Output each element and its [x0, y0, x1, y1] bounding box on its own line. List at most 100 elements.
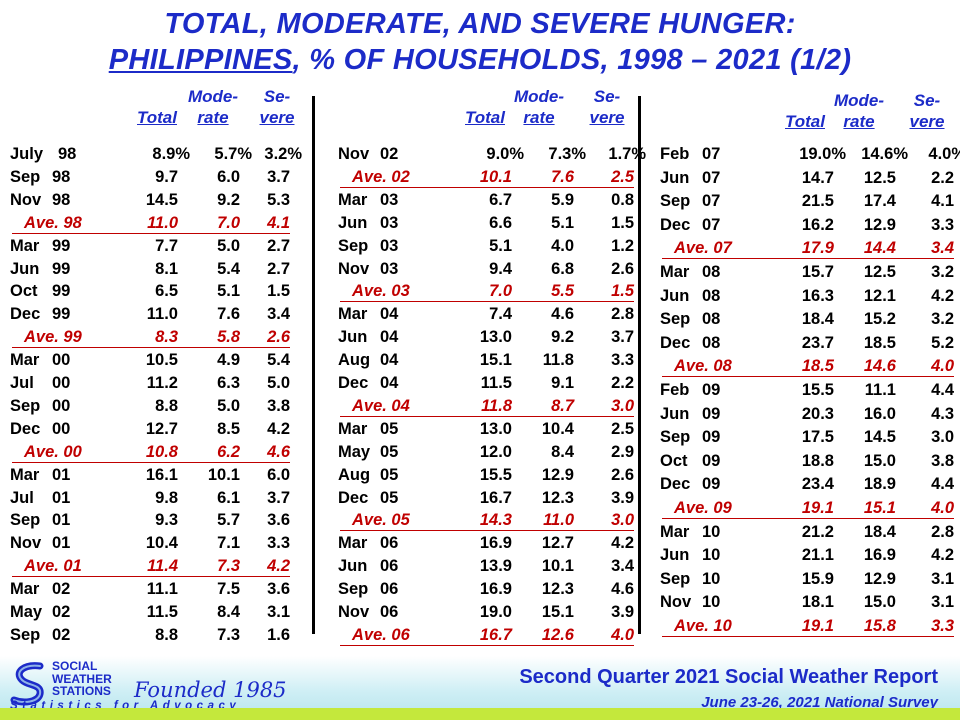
moderate-value: 5.9: [551, 190, 574, 209]
table-row: Sep 02 8.8 7.3 1.6: [10, 626, 294, 647]
severe-value: 2.6: [611, 259, 634, 278]
moderate-value: 14.6: [863, 357, 896, 376]
header-severe: Se-vere: [250, 86, 304, 128]
table-row: Mar 01 16.1 10.1 6.0: [10, 466, 294, 487]
month-label: Dec: [338, 488, 369, 507]
month-label: Dec: [10, 419, 41, 438]
severe-value: 3.2%: [264, 145, 302, 163]
severe-value: 3.1: [931, 593, 954, 612]
moderate-value: 7.1: [217, 534, 240, 553]
logo-line: STATIONS: [52, 684, 111, 698]
severe-value: 5.3: [267, 190, 290, 209]
moderate-value: 12.9: [541, 465, 574, 484]
moderate-value: 7.3: [217, 557, 240, 576]
table-row: Sep 09 17.5 14.5 3.0: [660, 428, 958, 449]
month-label: Mar: [10, 236, 40, 255]
page-title-line2: PHILIPPINES, % OF HOUSEHOLDS, 1998 – 202…: [0, 44, 960, 77]
severe-value: 5.0: [267, 374, 290, 392]
severe-value: 4.2: [267, 557, 290, 576]
total-value: 8.9%: [152, 145, 190, 163]
total-value: 10.4: [145, 534, 178, 553]
total-value: 17.5: [801, 428, 834, 447]
moderate-value: 12.5: [863, 168, 896, 187]
month-label: Sep: [338, 580, 369, 599]
total-value: 23.4: [801, 475, 834, 494]
moderate-value: 8.7: [551, 396, 574, 415]
severe-value: 4.0: [931, 499, 954, 517]
total-value: 16.7: [479, 488, 512, 507]
table-row: Jul 01 9.8 6.1 3.7: [10, 489, 294, 510]
moderate-value: 6.3: [217, 374, 240, 392]
table-row: Sep 00 8.8 5.0 3.8: [10, 397, 294, 418]
year-label: 03: [380, 259, 399, 278]
severe-value: 4.6: [267, 442, 290, 461]
header-line: [778, 90, 832, 111]
year-label: 01: [52, 511, 71, 530]
moderate-value: 15.1: [541, 603, 574, 621]
total-value: 15.9: [801, 569, 834, 588]
total-value: 16.9: [479, 580, 512, 599]
average-label: Ave. 07: [674, 239, 732, 258]
severe-value: 0.8: [611, 190, 634, 209]
moderate-value: 12.1: [863, 286, 896, 305]
total-value: 8.1: [155, 259, 178, 278]
total-value: 6.6: [489, 213, 512, 232]
header-line: [458, 86, 512, 107]
table-row: Mar 10 21.2 18.4 2.8: [660, 523, 958, 544]
moderate-value: 5.5: [551, 282, 574, 301]
moderate-value: 9.2: [551, 328, 574, 347]
year-label: 05: [380, 442, 399, 461]
severe-value: 2.2: [611, 374, 634, 392]
month-label: Oct: [660, 451, 688, 470]
year-label: 04: [380, 305, 399, 324]
month-label: May: [10, 603, 43, 621]
month-label: Jun: [10, 259, 40, 278]
month-label: Oct: [10, 282, 38, 301]
total-value: 14.5: [145, 190, 178, 209]
total-value: 10.1: [479, 167, 512, 186]
founded-signature: Founded 1985: [134, 678, 287, 702]
average-label: Ave. 04: [352, 396, 410, 415]
total-value: 16.7: [479, 625, 512, 644]
total-value: 21.2: [801, 522, 834, 541]
average-row: Ave. 01 11.4 7.3 4.2: [10, 557, 294, 578]
year-label: 05: [380, 465, 399, 484]
table-row: Sep 10 15.9 12.9 3.1: [660, 570, 958, 591]
moderate-value: 15.0: [863, 593, 896, 612]
table-row: Jun 08 16.3 12.1 4.2: [660, 287, 958, 308]
moderate-value: 16.9: [863, 546, 896, 565]
header-line: vere: [259, 108, 295, 127]
moderate-value: 16.0: [863, 404, 896, 423]
year-label: 03: [380, 236, 399, 255]
total-value: 18.1: [801, 593, 834, 612]
table-row: Dec 07 16.2 12.9 3.3: [660, 216, 958, 237]
moderate-value: 12.9: [863, 215, 896, 234]
total-value: 5.1: [489, 236, 512, 255]
year-label: 02: [52, 580, 71, 599]
total-value: 18.5: [801, 357, 834, 376]
severe-value: 4.0: [611, 625, 634, 644]
table-row: Mar 06 16.9 12.7 4.2: [338, 534, 638, 555]
average-label: Ave. 10: [674, 617, 732, 635]
total-value: 15.7: [801, 263, 834, 281]
severe-value: 4.2: [267, 419, 290, 438]
header-line: Se-: [913, 91, 941, 110]
table-row: Nov 02 9.0% 7.3% 1.7%: [338, 145, 646, 166]
moderate-value: 10.1: [541, 557, 574, 576]
table-row: Aug 04 15.1 11.8 3.3: [338, 351, 638, 372]
average-underline: [662, 636, 954, 637]
year-label: 03: [380, 190, 399, 209]
severe-value: 3.8: [267, 396, 290, 415]
total-value: 9.4: [489, 259, 512, 278]
year-label: 07: [702, 215, 721, 234]
header-line: Mode-: [833, 91, 885, 110]
month-label: Jun: [660, 404, 690, 423]
logo-line: SOCIAL: [52, 659, 98, 673]
table-row: Jun 09 20.3 16.0 4.3: [660, 405, 958, 426]
month-label: Sep: [10, 625, 41, 644]
severe-value: 3.0: [611, 396, 634, 415]
sws-logo-icon: [10, 662, 44, 706]
severe-value: 3.3: [931, 617, 954, 635]
year-label: 00: [52, 374, 71, 392]
year-label: 06: [380, 557, 399, 576]
